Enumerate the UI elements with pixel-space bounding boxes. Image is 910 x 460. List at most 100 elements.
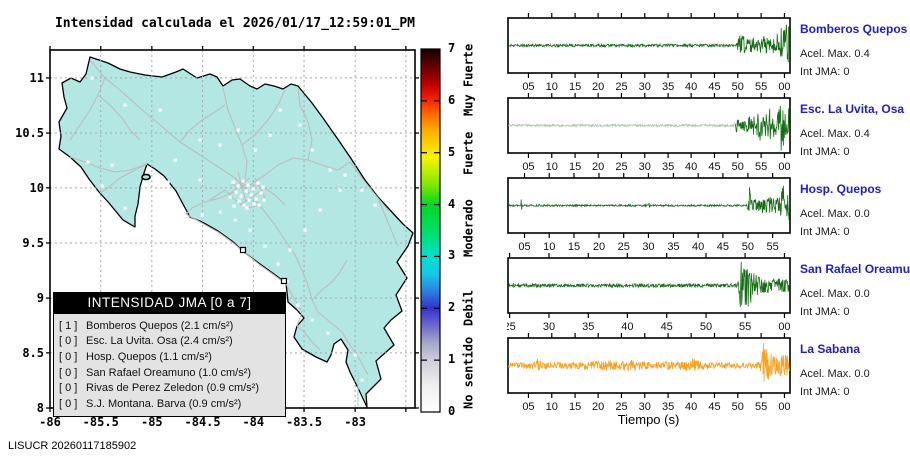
legend-station-label: S.J. Montana. Barva (0.9 cm/s²) <box>86 397 242 410</box>
wave-x-tick-label: 40 <box>685 401 697 413</box>
legend-jma-value: [ 0 ] <box>59 366 78 379</box>
int-jma-value: Int JMA: 0 <box>800 146 850 158</box>
wave-x-tick-label: 30 <box>639 401 651 413</box>
wave-x-tick-label: 55 <box>739 321 751 333</box>
costa-rica-landmass <box>58 56 414 408</box>
seismogram-trace <box>508 185 790 221</box>
wave-x-tick-label: 15 <box>569 401 581 413</box>
wave-x-tick-label: 55 <box>755 81 767 93</box>
wave-x-tick-label: 50 <box>732 401 744 413</box>
map-y-tick-label: 11 <box>29 70 44 85</box>
intensity-colorbar <box>420 48 441 413</box>
wave-x-tick-label: 15 <box>568 241 580 253</box>
colorbar-tick-label: 4 <box>448 196 456 211</box>
legend-item: [ 0 ] Hosp. Quepos (1.1 cm/s²) <box>59 349 281 365</box>
acel-max-value: Acel. Max. 0.4 <box>800 48 870 60</box>
costa-rica-intensity-map <box>46 46 419 412</box>
legend-station-label: Rivas de Perez Zeledon (0.9 cm/s²) <box>86 382 260 395</box>
wave-x-tick-label: 15 <box>569 161 581 173</box>
watermark-text: LISUCR 20260117185902 <box>8 440 137 452</box>
panel-info-4: San Rafael Oreamuno Acel. Max. 0.0 Int J… <box>800 262 910 318</box>
legend-title: INTENSIDAD JMA [0 a 7] <box>54 293 285 314</box>
map-y-tick-label: 8.5 <box>22 345 44 360</box>
legend-jma-value: [ 0 ] <box>59 335 78 348</box>
legend-jma-value: [ 0 ] <box>59 397 78 410</box>
wave-x-tick-label: 00 <box>778 161 790 173</box>
map-y-tick-label: 8 <box>36 401 44 415</box>
seismogram-trace <box>508 342 790 382</box>
colorbar-tick-label: 0 <box>448 404 456 418</box>
legend-items: [ 1 ] Bomberos Quepos (2.1 cm/s²) [ 0 ] Esc… <box>54 314 285 416</box>
colorbar-ticks <box>421 100 440 361</box>
wave-x-tick-label: 05 <box>522 161 534 173</box>
wave-x-tick-label: 05 <box>522 81 534 93</box>
panel-info-2: Esc. La Uvita, Osa Acel. Max. 0.4 Int JM… <box>800 102 910 158</box>
legend-item: [ 0 ] San Rafael Oreamuno (1.0 cm/s²) <box>59 365 281 381</box>
wave-x-tick-label: 20 <box>592 81 604 93</box>
wave-x-tick-label: 40 <box>685 161 697 173</box>
seismogram-trace <box>734 105 790 151</box>
wave-x-tick-label: 25 <box>615 401 627 413</box>
wave-x-tick-label: 55 <box>755 161 767 173</box>
wave-x-tick-label: 20 <box>592 161 604 173</box>
map-x-tick-label: -85 <box>140 415 163 429</box>
page-title: Intensidad calculada el 2026/01/17_12:59… <box>54 16 416 31</box>
wave-x-tick-label: 00 <box>778 401 790 413</box>
wave-x-tick-label: 05 <box>518 241 530 253</box>
intensity-legend: INTENSIDAD JMA [0 a 7] [ 1 ] Bomberos Que… <box>53 292 286 417</box>
station-name: San Rafael Oreamuno <box>800 262 910 276</box>
wave-x-tick-label: 20 <box>593 241 605 253</box>
legend-item: [ 0 ] Rivas de Perez Zeledon (0.9 cm/s²) <box>59 380 281 396</box>
colorbar-gradient <box>420 48 441 413</box>
acel-max-value: Acel. Max. 0.0 <box>800 288 870 300</box>
map-x-tick-label: -83 <box>344 415 366 429</box>
wave-x-tick-label: 10 <box>543 241 555 253</box>
wave-x-tick-label: 45 <box>661 321 673 333</box>
map-y-tick-label: 9 <box>36 291 44 306</box>
map-x-tick-label: -85.5 <box>82 415 119 429</box>
panel-info-3: Hosp. Quepos Acel. Max. 0.0 Int JMA: 0 <box>800 182 910 238</box>
station-name: Hosp. Quepos <box>800 182 882 196</box>
legend-station-label: Bomberos Quepos (2.1 cm/s²) <box>86 319 234 332</box>
colorbar-category-label: No sentido <box>461 336 476 410</box>
seismogram-trace <box>508 261 790 307</box>
seismogram-trace <box>508 121 735 129</box>
wave-x-tick-label: 45 <box>717 241 729 253</box>
wave-x-tick-label: 10 <box>546 401 558 413</box>
station-name: Esc. La Uvita, Osa <box>800 102 905 116</box>
wave-x-tick-label: 35 <box>662 161 674 173</box>
legend-station-label: Hosp. Quepos (1.1 cm/s²) <box>86 350 212 363</box>
map-x-tick-label: -84.5 <box>184 415 221 429</box>
wave-x-tick-label: 50 <box>732 81 744 93</box>
wave-x-tick-label: 35 <box>667 241 679 253</box>
map-y-tick-label: 10.5 <box>15 126 44 141</box>
wave-x-tick-label: 20 <box>592 401 604 413</box>
int-jma-value: Int JMA: 0 <box>800 386 850 398</box>
wave-x-tick-label: 10 <box>546 81 558 93</box>
colorbar-tick-label: 5 <box>448 144 456 159</box>
seismogram-panel: 05 10 15 20 25 30 35 40 45 50 55 <box>507 173 791 253</box>
wave-x-tick-label: 15 <box>569 81 581 93</box>
wave-x-tick-label: 25 <box>615 81 627 93</box>
wave-x-tick-label: 00 <box>778 321 790 333</box>
legend-item: [ 0 ] S.J. Montana. Barva (0.9 cm/s²) <box>59 396 281 412</box>
legend-jma-value: [ 0 ] <box>59 382 78 395</box>
legend-jma-value: [ 1 ] <box>59 319 78 332</box>
wave-x-tick-label: 25 <box>507 321 516 333</box>
wave-x-tick-label: 50 <box>700 321 712 333</box>
map-x-tick-label: -86 <box>39 415 61 429</box>
legend-jma-value: [ 0 ] <box>59 350 78 363</box>
wave-x-tick-label: 10 <box>546 161 558 173</box>
wave-x-tick-label: 25 <box>615 161 627 173</box>
int-jma-value: Int JMA: 0 <box>800 306 850 318</box>
wave-x-tick-label: 25 <box>618 241 630 253</box>
legend-item: [ 1 ] Bomberos Quepos (2.1 cm/s²) <box>59 318 281 334</box>
station-name: La Sabana <box>800 342 861 356</box>
colorbar-tick-label: 6 <box>448 92 456 107</box>
map-x-tick-label: -84 <box>242 415 265 429</box>
wave-x-tick-label: 55 <box>767 241 779 253</box>
seismogram-panel: 05 10 15 20 25 30 35 40 45 50 55 00 <box>507 333 791 413</box>
station-name: Bomberos Quepos <box>800 22 908 36</box>
colorbar-tick-label: 2 <box>448 300 456 315</box>
chira-island <box>141 173 151 181</box>
